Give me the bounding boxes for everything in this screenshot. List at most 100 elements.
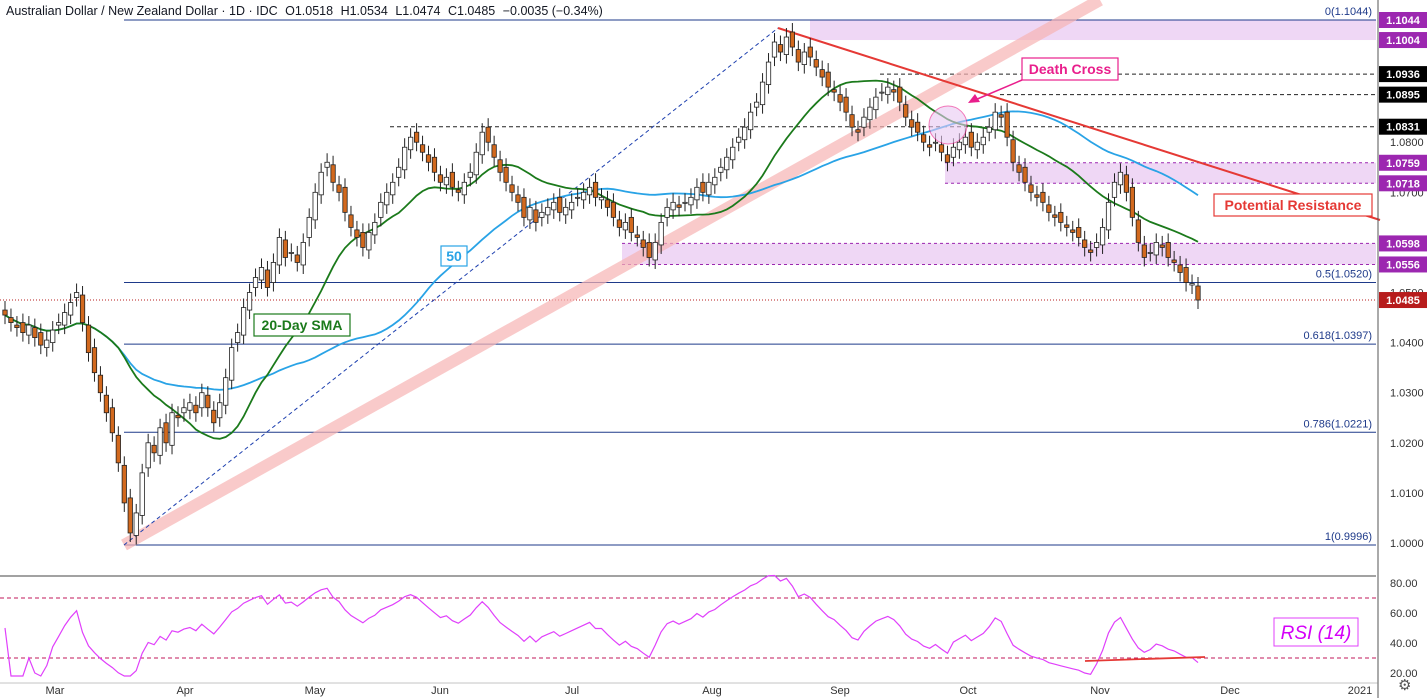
candle-body	[56, 322, 62, 326]
candle-body	[85, 324, 92, 354]
candle-body	[240, 307, 247, 336]
rsi-panel: 80.00 60.00 40.00 20.00 RSI (14)	[0, 574, 1418, 680]
price-badge: 1.0556	[1386, 259, 1420, 271]
candle-body	[1046, 204, 1052, 213]
price-badge: 1.1044	[1386, 15, 1421, 27]
candle-body	[777, 44, 784, 53]
fib-label-4: 1(0.9996)	[1325, 531, 1372, 543]
candle-body	[79, 294, 86, 323]
candle-body	[664, 206, 670, 218]
candle-body	[223, 377, 229, 406]
candle-body	[1189, 283, 1195, 286]
candle-body	[688, 196, 694, 206]
candle-body	[252, 277, 259, 288]
candle-body	[873, 96, 879, 111]
candle-body	[586, 186, 593, 196]
death-cross-label: Death Cross	[1029, 61, 1112, 77]
candle-body	[932, 141, 939, 144]
candle-body	[682, 201, 688, 204]
candle-body	[557, 196, 563, 213]
candle-body	[1016, 164, 1022, 173]
candle-body	[50, 329, 56, 344]
fib-label-1: 0.5(1.0520)	[1316, 269, 1372, 281]
candle-body	[592, 181, 599, 198]
price-badge: 1.0831	[1386, 122, 1420, 134]
ohlc-high: H1.0534	[340, 4, 388, 18]
candle-body	[563, 206, 569, 216]
candle-body	[742, 126, 748, 141]
candle-body	[461, 181, 467, 196]
candle-body	[640, 239, 646, 248]
candle-body	[205, 394, 211, 409]
time-tick: Jul	[565, 685, 579, 697]
candle-body	[1028, 184, 1034, 193]
candle-body	[1129, 186, 1135, 218]
candle-body	[372, 221, 378, 236]
candle-body	[187, 402, 193, 411]
candle-body	[413, 131, 420, 143]
candle-body	[1141, 244, 1147, 258]
candle-body	[753, 101, 760, 108]
price-tick: 1.0000	[1390, 538, 1424, 550]
candle-body	[1088, 249, 1094, 253]
candle-body	[956, 141, 963, 151]
settings-gear-icon[interactable]: ⚙	[1398, 677, 1412, 694]
candle-body	[527, 206, 533, 221]
rsi-label: RSI (14)	[1281, 623, 1352, 644]
candle-body	[1052, 214, 1058, 218]
candle-body	[622, 221, 628, 231]
candle-body	[509, 184, 515, 193]
candle-body	[497, 159, 503, 173]
candle-body	[921, 134, 927, 143]
candle-body	[545, 206, 551, 216]
candle-body	[616, 219, 622, 228]
time-tick: Mar	[46, 685, 65, 697]
candle-body	[575, 196, 581, 199]
candle-body	[652, 242, 658, 261]
candle-body	[1159, 244, 1165, 248]
candle-body	[14, 324, 20, 328]
candle-body	[330, 164, 336, 183]
candle-body	[44, 339, 50, 349]
time-axis: Mar Apr May Jun Jul Aug Sep Oct Nov Dec 2021	[0, 682, 1378, 697]
time-tick: Oct	[959, 685, 976, 697]
candle-body	[1171, 259, 1177, 263]
candle-body	[342, 186, 348, 213]
candle-body	[730, 146, 736, 161]
candle-body	[610, 201, 617, 218]
fib-label-0: 0(1.1044)	[1325, 6, 1372, 18]
horizontal-levels: 0(1.1044) 0.5(1.0520) 0.618(1.0397) 0.786(1…	[0, 6, 1376, 546]
candle-body	[264, 269, 271, 288]
candle-body	[944, 154, 951, 163]
candle-body	[246, 292, 253, 311]
candle-body	[443, 176, 450, 186]
candle-body	[396, 166, 402, 178]
candle-body	[962, 136, 968, 146]
candle-body	[980, 136, 986, 146]
candle-body	[891, 89, 897, 93]
candle-body	[103, 394, 110, 414]
price-tick: 1.0100	[1390, 488, 1424, 500]
candle-body	[229, 347, 235, 381]
ascending-channel-line	[121, 0, 1103, 551]
candle-body	[121, 464, 127, 504]
candle-body	[801, 51, 807, 65]
candle-body	[897, 86, 903, 103]
candle-body	[139, 472, 145, 516]
candle-body	[294, 254, 300, 263]
candle-body	[133, 512, 139, 536]
candle-body	[211, 409, 217, 424]
candle-body	[825, 71, 831, 88]
candle-body	[485, 126, 491, 143]
candle-body	[718, 166, 724, 173]
resistance-box	[1213, 193, 1373, 217]
candle-body	[909, 119, 915, 128]
candle-body	[700, 181, 706, 193]
candle-body	[724, 156, 730, 171]
candle-body	[1123, 174, 1130, 193]
candle-body	[276, 237, 282, 266]
candle-body	[706, 181, 712, 196]
candle-body	[1004, 111, 1010, 138]
candle-body	[551, 201, 557, 211]
